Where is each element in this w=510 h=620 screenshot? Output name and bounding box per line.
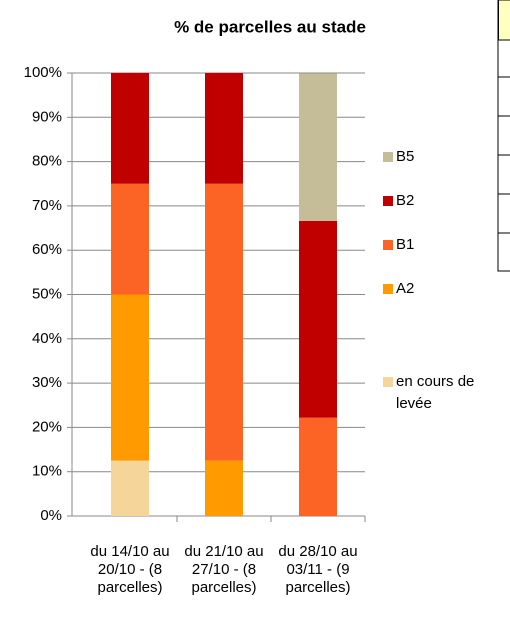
y-tick-label: 90% <box>32 108 62 125</box>
legend-swatch <box>383 284 393 294</box>
y-tick-label: 20% <box>32 418 62 435</box>
bar-segment <box>111 294 149 461</box>
x-tick-label: du 14/10 au 20/10 - (8 parcelles) <box>90 543 170 596</box>
y-tick-label: 60% <box>32 241 62 258</box>
bar-segment <box>299 73 337 221</box>
legend-label: en cours de levée <box>396 373 475 412</box>
legend-label: B2 <box>396 192 415 209</box>
y-tick-label: 100% <box>24 64 62 81</box>
y-tick-label: 50% <box>32 285 62 302</box>
x-tick-label: du 28/10 au 03/11 - (9 parcelles) <box>278 543 358 596</box>
legend-label: B1 <box>396 236 415 253</box>
y-tick-label: 80% <box>32 153 62 170</box>
bar-segment <box>205 183 243 461</box>
legend-label: A2 <box>396 280 415 297</box>
y-tick-label: 0% <box>40 507 62 524</box>
legend-swatch <box>383 377 393 387</box>
bar-segment <box>205 460 243 516</box>
bar-segment <box>299 417 337 516</box>
bar-segment <box>299 220 337 418</box>
table-rows <box>498 76 510 234</box>
y-tick-label: 30% <box>32 374 62 391</box>
x-tick-label: du 21/10 au 27/10 - (8 parcelles) <box>184 543 264 596</box>
legend-swatch <box>383 240 393 250</box>
legend-swatch <box>383 152 393 162</box>
y-tick-label: 70% <box>32 197 62 214</box>
table-frame <box>497 0 510 272</box>
y-tick-label: 40% <box>32 330 62 347</box>
y-tick-label: 10% <box>32 463 62 480</box>
legend-swatch <box>383 196 393 206</box>
bar-segment <box>111 183 149 295</box>
table-header-cell <box>498 0 510 41</box>
chart-title: % de parcelles au stade <box>174 17 366 36</box>
bar-segment <box>111 73 149 184</box>
bar-segment <box>205 73 243 184</box>
bar-segment <box>111 460 149 516</box>
legend-label: B5 <box>396 148 415 165</box>
